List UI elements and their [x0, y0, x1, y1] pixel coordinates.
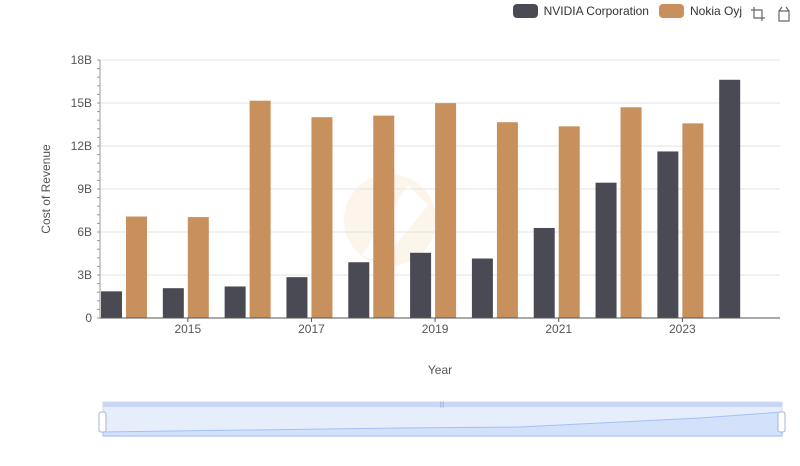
- zoom-icon[interactable]: [750, 6, 766, 22]
- bar-nokia-2017[interactable]: [311, 117, 333, 318]
- bar-nvidia-2018[interactable]: [348, 262, 370, 318]
- bar-nokia-2018[interactable]: [373, 115, 395, 318]
- x-tick-label: 2015: [174, 322, 201, 336]
- bar-nvidia-2016[interactable]: [224, 286, 246, 318]
- datazoom-area: [102, 411, 783, 437]
- y-tick-label: 18B: [71, 53, 92, 67]
- axis-layer: 0 3B 6B 9B 12B 15B 18B 2015 2017 2019 2021 2023: [71, 53, 780, 336]
- legend: NVIDIA Corporation Nokia Oyj: [512, 4, 742, 18]
- datazoom-slider[interactable]: |||: [98, 401, 786, 437]
- bar-nokia-2014[interactable]: [126, 216, 147, 318]
- y-tick-label: 12B: [71, 139, 92, 153]
- bar-nokia-2021[interactable]: [558, 126, 580, 318]
- bars-layer: [101, 79, 741, 318]
- bar-nvidia-2019[interactable]: [410, 252, 432, 318]
- legend-swatch-nokia: [658, 4, 684, 18]
- bar-nvidia-2022[interactable]: [595, 182, 617, 318]
- x-tick-label: 2019: [422, 322, 449, 336]
- x-tick-label: 2017: [298, 322, 325, 336]
- y-tick-label: 3B: [77, 268, 92, 282]
- bar-nokia-2023[interactable]: [682, 123, 704, 318]
- bar-nokia-2015[interactable]: [187, 217, 209, 318]
- datazoom-top-bar[interactable]: [103, 402, 782, 407]
- y-tick-label: 15B: [71, 96, 92, 110]
- x-tick-label: 2023: [669, 322, 696, 336]
- bar-nvidia-2021[interactable]: [533, 227, 555, 318]
- bar-nvidia-2015[interactable]: [162, 288, 184, 318]
- datazoom-drag-grip-icon[interactable]: |||: [440, 402, 445, 408]
- legend-label-nokia: Nokia Oyj: [689, 4, 742, 18]
- bar-nokia-2019[interactable]: [435, 103, 457, 318]
- bar-nokia-2016[interactable]: [249, 100, 271, 318]
- y-tick-label: 9B: [77, 182, 92, 196]
- legend-item-nvidia[interactable]: NVIDIA Corporation: [512, 4, 649, 18]
- y-tick-label: 0: [85, 311, 92, 325]
- bar-nvidia-2024[interactable]: [719, 79, 741, 318]
- datazoom-selected-range[interactable]: [103, 402, 782, 436]
- y-axis-title: Cost of Revenue: [39, 144, 53, 234]
- datazoom-handle-right[interactable]: [777, 411, 786, 433]
- bar-nvidia-2023[interactable]: [657, 151, 679, 318]
- y-tick-label: 6B: [77, 225, 92, 239]
- datazoom-handle-left[interactable]: [98, 411, 107, 433]
- bar-nokia-2022[interactable]: [620, 107, 642, 318]
- bar-nvidia-2020[interactable]: [471, 258, 493, 318]
- restore-icon[interactable]: [776, 6, 792, 22]
- legend-swatch-nvidia: [512, 4, 538, 18]
- legend-label-nvidia: NVIDIA Corporation: [543, 4, 649, 18]
- bar-nokia-2020[interactable]: [496, 122, 518, 318]
- bar-nvidia-2017[interactable]: [286, 277, 308, 318]
- toolbox: [750, 6, 792, 22]
- x-axis-title: Year: [428, 363, 452, 377]
- legend-item-nokia[interactable]: Nokia Oyj: [658, 4, 742, 18]
- bar-nvidia-2014[interactable]: [101, 291, 122, 318]
- x-tick-label: 2021: [545, 322, 572, 336]
